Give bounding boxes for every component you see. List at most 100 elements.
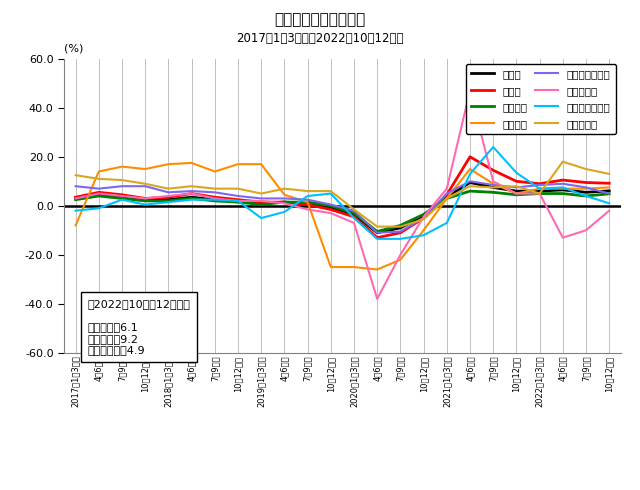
輸送用機械 [350, 220, 358, 226]
製造業 [257, 199, 265, 205]
全産業 [559, 187, 566, 193]
サービス業 [466, 183, 474, 189]
卸売業、小売業 [490, 182, 497, 188]
運輸業、郵便業 [211, 196, 219, 203]
非製造業 [141, 198, 149, 204]
非製造業 [211, 198, 219, 204]
Line: 全産業: 全産業 [76, 183, 609, 233]
サービス業 [188, 183, 195, 189]
サービス業 [513, 183, 520, 189]
サービス業 [211, 186, 219, 192]
卸売業、小売業 [95, 186, 102, 192]
非製造業 [164, 198, 172, 204]
運輸業、郵便業 [536, 186, 543, 192]
輸送用機械 [420, 214, 428, 220]
輸送用機械 [466, 88, 474, 94]
非製造業 [72, 196, 79, 203]
全産業 [373, 230, 381, 236]
製造業 [350, 214, 358, 220]
運輸業、郵便業 [582, 193, 590, 199]
全産業 [513, 188, 520, 194]
輸送用機械 [280, 200, 288, 206]
運輸業、郵便業 [234, 198, 242, 204]
Line: 輸送用機械: 輸送用機械 [76, 91, 609, 299]
全産業 [466, 180, 474, 186]
非製造業 [234, 199, 242, 205]
製造業 [490, 168, 497, 173]
卸売業、小売業 [373, 230, 381, 236]
運輸業、郵便業 [257, 215, 265, 221]
全産業 [536, 188, 543, 194]
輸送用機械 [257, 198, 265, 204]
全産業 [490, 184, 497, 190]
サービス業 [582, 166, 590, 172]
卸売業、小売業 [211, 189, 219, 195]
金属製品 [164, 161, 172, 167]
サービス業 [118, 177, 126, 183]
製造業 [513, 178, 520, 184]
卸売業、小売業 [72, 183, 79, 189]
非製造業 [605, 191, 613, 196]
金属製品 [582, 186, 590, 192]
非製造業 [420, 212, 428, 218]
全産業 [188, 194, 195, 200]
全産業 [72, 196, 79, 201]
非製造業 [397, 222, 404, 228]
サービス業 [280, 186, 288, 192]
金属製品 [397, 257, 404, 263]
製造業 [605, 180, 613, 186]
金属製品 [536, 186, 543, 192]
サービス業 [234, 186, 242, 192]
サービス業 [559, 159, 566, 165]
運輸業、郵便業 [350, 215, 358, 221]
製造業 [234, 196, 242, 203]
金属製品 [280, 192, 288, 198]
製造業 [304, 202, 312, 208]
Line: サービス業: サービス業 [76, 162, 609, 226]
全産業 [141, 196, 149, 203]
サービス業 [304, 188, 312, 194]
運輸業、郵便業 [141, 202, 149, 208]
サービス業 [373, 223, 381, 229]
卸売業、小売業 [559, 181, 566, 187]
金属製品 [373, 267, 381, 272]
Line: 非製造業: 非製造業 [76, 191, 609, 232]
製造業 [327, 207, 335, 213]
卸売業、小売業 [327, 202, 335, 208]
非製造業 [95, 193, 102, 199]
運輸業、郵便業 [420, 232, 428, 238]
製造業 [188, 191, 195, 196]
運輸業、郵便業 [188, 196, 195, 203]
Line: 製造業: 製造業 [76, 157, 609, 238]
全産業 [257, 200, 265, 206]
金属製品 [466, 166, 474, 172]
製造業 [72, 194, 79, 200]
Text: 2017年1～3月期～2022年10～12月期: 2017年1～3月期～2022年10～12月期 [236, 32, 404, 45]
輸送用機械 [141, 196, 149, 201]
卸売業、小売業 [188, 188, 195, 194]
運輸業、郵便業 [605, 200, 613, 206]
卸売業、小売業 [118, 183, 126, 189]
運輸業、郵便業 [397, 236, 404, 242]
全産業 [327, 204, 335, 210]
運輸業、郵便業 [490, 144, 497, 150]
輸送用機械 [490, 178, 497, 184]
輸送用機械 [513, 191, 520, 196]
輸送用機械 [605, 208, 613, 214]
金属製品 [234, 161, 242, 167]
製造業 [141, 196, 149, 201]
非製造業 [443, 196, 451, 201]
全産業 [118, 194, 126, 200]
製造業 [559, 177, 566, 183]
全産業 [234, 198, 242, 204]
運輸業、郵便業 [304, 193, 312, 199]
全産業 [280, 199, 288, 205]
Text: (%): (%) [64, 44, 83, 54]
金属製品 [257, 161, 265, 167]
製造業 [95, 189, 102, 195]
製造業 [582, 180, 590, 186]
卸売業、小売業 [234, 193, 242, 199]
製造業 [164, 194, 172, 200]
卸売業、小売業 [582, 184, 590, 190]
全産業 [164, 196, 172, 203]
